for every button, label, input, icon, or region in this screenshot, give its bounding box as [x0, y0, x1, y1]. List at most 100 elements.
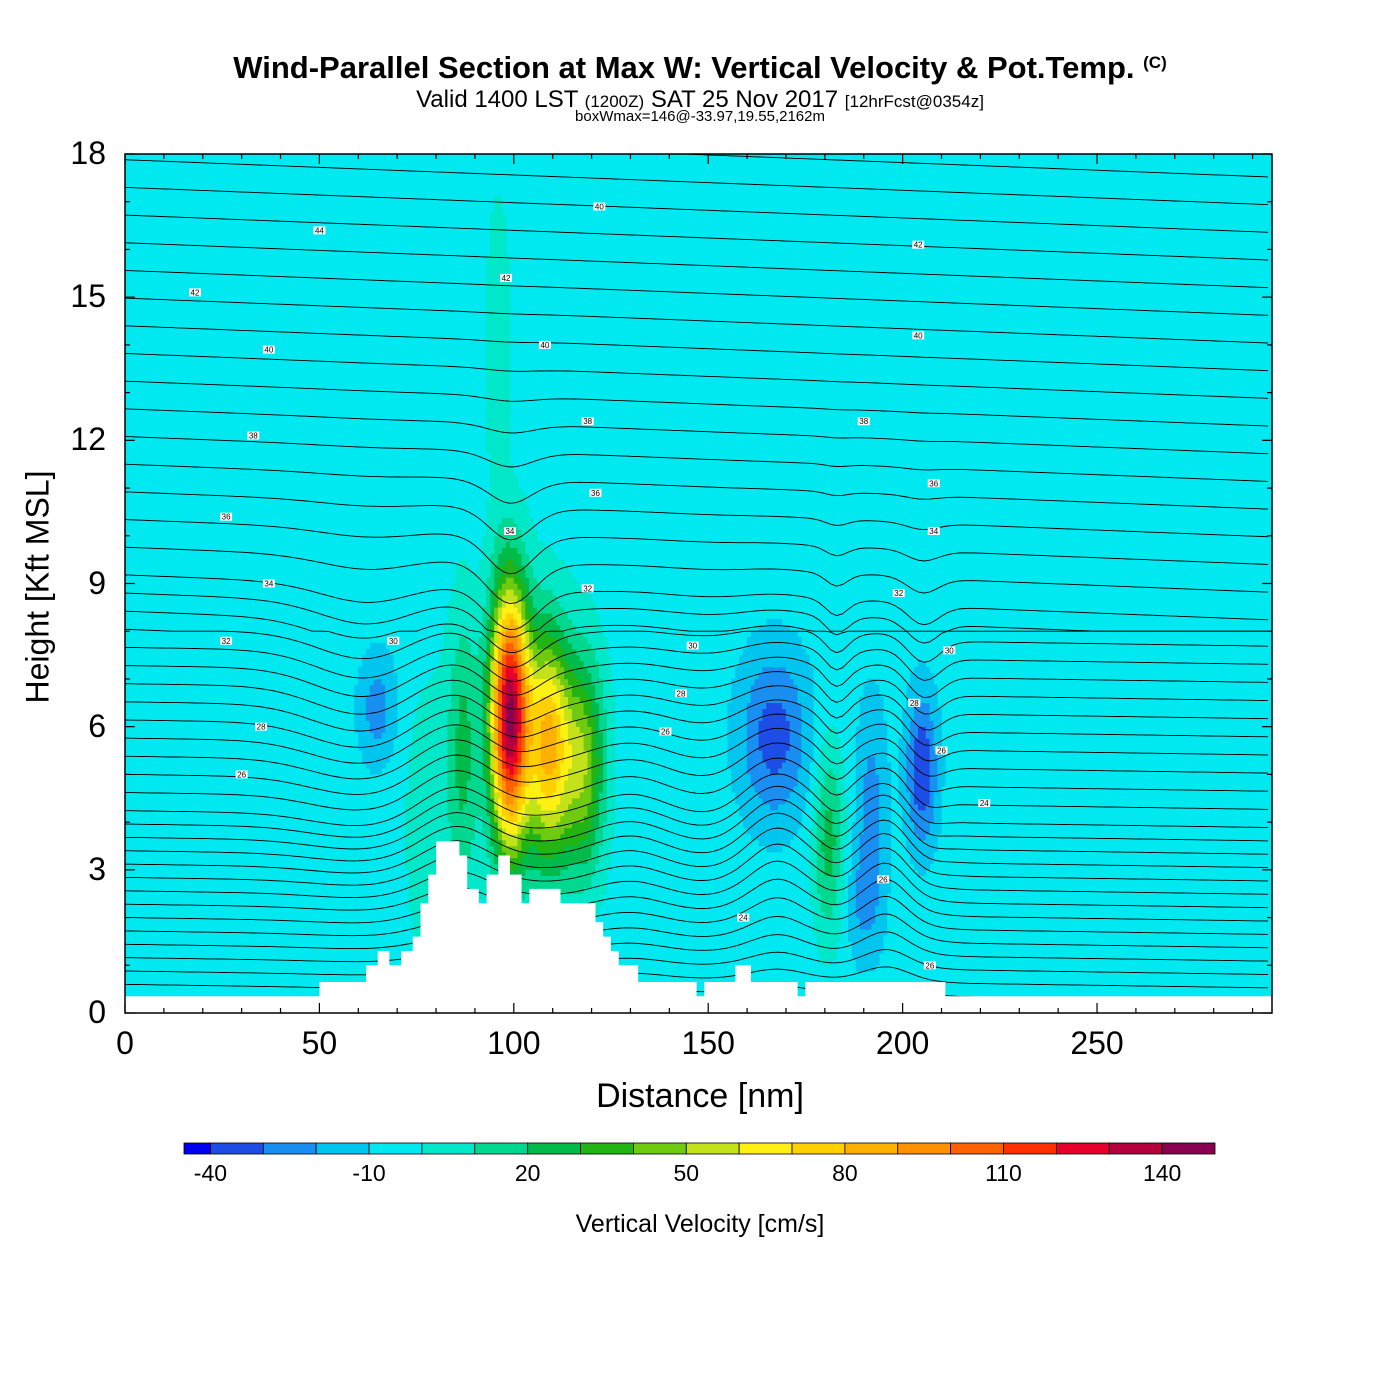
velocity-cell [879, 815, 884, 823]
velocity-cell [548, 809, 553, 817]
velocity-cell [863, 911, 868, 918]
velocity-cell [879, 809, 884, 817]
velocity-cell [431, 869, 437, 876]
velocity-cell [774, 786, 779, 793]
velocity-cell [859, 750, 864, 757]
velocity-cell [785, 684, 791, 692]
velocity-cell [797, 750, 802, 757]
velocity-cell [490, 684, 495, 692]
velocity-cell [478, 678, 483, 686]
velocity-cell [459, 732, 464, 739]
velocity-cell [439, 714, 445, 721]
velocity-cell [793, 726, 798, 733]
velocity-cell [521, 601, 526, 608]
velocity-cell [591, 660, 596, 668]
velocity-cell [820, 815, 826, 823]
velocity-cell [816, 863, 822, 871]
velocity-cell [552, 768, 557, 775]
velocity-cell [828, 911, 833, 918]
velocity-cell [509, 827, 515, 835]
velocity-cell [587, 881, 592, 888]
velocity-cell [486, 642, 491, 650]
velocity-cell [494, 768, 499, 775]
velocity-cell [505, 583, 511, 590]
velocity-cell [420, 696, 425, 704]
velocity-cell [478, 642, 483, 650]
velocity-cell [470, 768, 476, 775]
velocity-cell [517, 678, 522, 686]
velocity-cell [498, 851, 503, 859]
velocity-cell [785, 792, 791, 799]
velocity-cell [778, 744, 783, 751]
velocity-cell [603, 636, 608, 644]
velocity-cell [606, 762, 612, 769]
velocity-cell [556, 708, 561, 715]
velocity-cell [587, 869, 592, 876]
velocity-cell [455, 774, 460, 781]
velocity-cell [455, 750, 460, 757]
velocity-cell [369, 678, 375, 686]
velocity-cell [568, 607, 573, 614]
velocity-cell [478, 565, 483, 572]
velocity-cell [439, 732, 445, 739]
velocity-cell [564, 619, 569, 626]
velocity-cell [762, 815, 767, 823]
velocity-cell [521, 517, 526, 525]
velocity-cell [494, 404, 499, 411]
velocity-cell [482, 893, 487, 900]
velocity-cell [498, 726, 503, 733]
velocity-cell [564, 750, 569, 757]
velocity-cell [548, 654, 553, 662]
velocity-cell [428, 780, 433, 787]
velocity-cell [548, 875, 553, 882]
velocity-cell [478, 756, 483, 763]
velocity-cell [505, 642, 511, 650]
velocity-cell [797, 756, 802, 763]
velocity-cell [789, 720, 794, 727]
velocity-cell [867, 911, 872, 918]
velocity-cell [490, 362, 495, 369]
velocity-cell [882, 845, 888, 853]
velocity-cell [459, 804, 464, 811]
velocity-cell [801, 738, 806, 745]
velocity-cell [513, 869, 518, 876]
velocity-cell [509, 607, 515, 614]
velocity-cell [882, 881, 888, 888]
velocity-cell [548, 601, 553, 608]
velocity-cell [548, 827, 553, 835]
velocity-cell [735, 678, 740, 686]
velocity-cell [439, 648, 445, 656]
velocity-cell [455, 666, 460, 674]
velocity-cell [591, 613, 596, 620]
velocity-cell [505, 815, 511, 823]
velocity-cell [509, 869, 515, 876]
velocity-cell [498, 511, 503, 519]
velocity-cell [435, 762, 441, 769]
velocity-cell [797, 678, 802, 686]
velocity-cell [412, 869, 417, 876]
velocity-cell [587, 756, 592, 763]
velocity-cell [501, 708, 507, 715]
velocity-cell [746, 702, 752, 709]
velocity-cell [863, 815, 868, 823]
velocity-cell [501, 702, 507, 709]
velocity-cell [579, 893, 584, 900]
velocity-cell [844, 827, 849, 835]
velocity-cell [361, 720, 367, 727]
velocity-cell [501, 499, 507, 507]
velocity-cell [482, 648, 487, 656]
velocity-cell [770, 744, 775, 751]
velocity-cell [490, 809, 495, 817]
velocity-cell [859, 947, 864, 954]
velocity-cell [801, 732, 806, 739]
velocity-cell [766, 833, 771, 841]
velocity-cell [466, 857, 472, 865]
velocity-cell [517, 571, 522, 578]
velocity-cell [785, 708, 791, 715]
velocity-cell [595, 613, 600, 620]
velocity-cell [455, 601, 460, 608]
velocity-cell [540, 738, 546, 745]
velocity-cell [875, 923, 880, 930]
velocity-cell [498, 684, 503, 692]
velocity-cell [758, 625, 763, 632]
